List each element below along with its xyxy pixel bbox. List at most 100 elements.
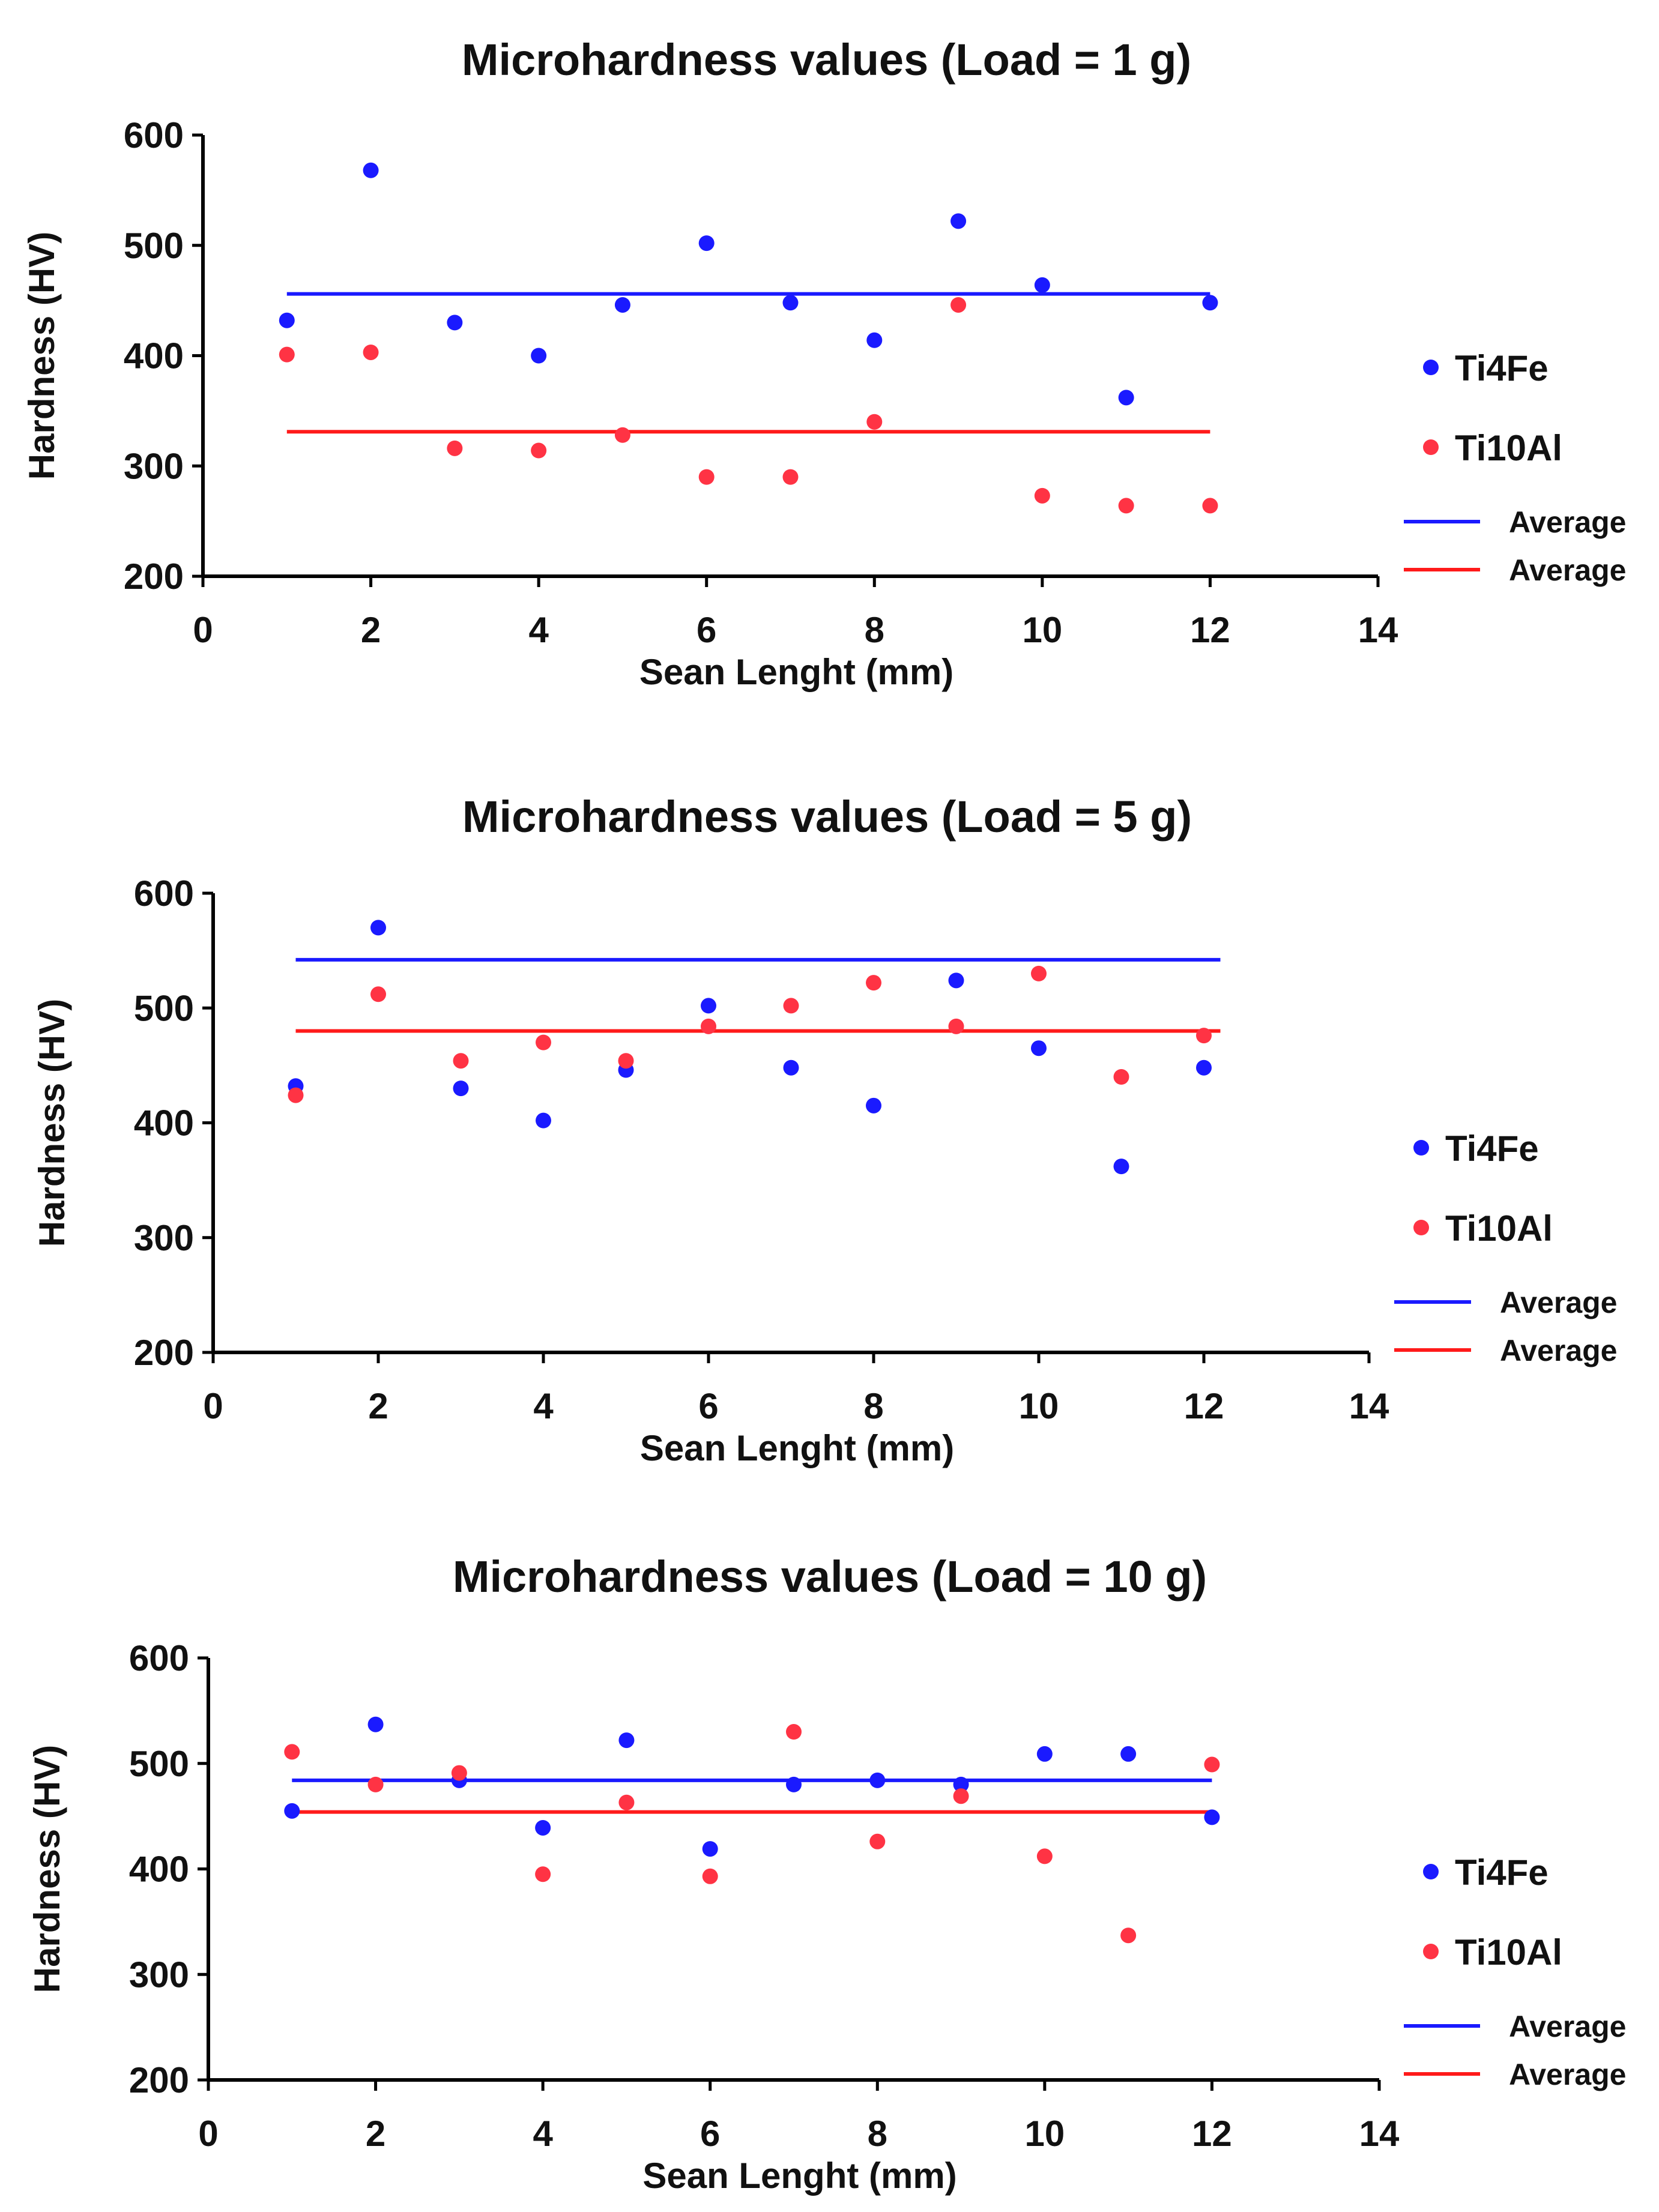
x-tick-label: 6 <box>700 2114 720 2154</box>
data-point-ti4fe <box>698 235 715 252</box>
data-point-ti4fe <box>536 1112 551 1129</box>
data-point-ti10al <box>447 440 463 456</box>
y-axis-label: Hardness (HV) <box>32 999 72 1247</box>
legend-label-ti4fe: Ti4Fe <box>1455 1852 1549 1893</box>
data-point-ti10al <box>701 1018 716 1034</box>
data-point-ti10al <box>363 344 379 360</box>
x-tick-label: 14 <box>1359 2114 1400 2154</box>
legend-label-average: Average <box>1500 1286 1617 1319</box>
data-point-ti4fe <box>535 1819 551 1836</box>
data-point-ti10al <box>531 442 547 459</box>
x-tick-label: 8 <box>868 2114 887 2154</box>
data-point-ti4fe <box>783 1059 799 1076</box>
legend-label-average: Average <box>1509 2058 1626 2091</box>
y-tick-label: 600 <box>129 1638 189 1678</box>
legend-label-ti10al: Ti10Al <box>1455 428 1562 468</box>
data-point-ti4fe <box>702 1841 718 1857</box>
data-point-ti10al <box>614 427 630 443</box>
data-point-ti10al <box>1202 498 1218 514</box>
y-tick-label: 500 <box>129 1744 189 1784</box>
chart-panel-1: Microhardness values (Load = 1 g) 200 300 4… <box>22 35 1626 692</box>
legend-label-average: Average <box>1509 553 1626 587</box>
data-point-ti10al <box>1034 487 1050 504</box>
data-point-ti4fe <box>1031 1040 1047 1056</box>
x-tick-label: 2 <box>366 2114 385 2154</box>
data-point-ti10al <box>536 1034 551 1050</box>
x-tick-label: 2 <box>368 1386 388 1426</box>
data-point-ti4fe <box>869 1772 886 1788</box>
data-point-ti10al <box>1204 1756 1220 1773</box>
data-point-ti4fe <box>284 1803 300 1819</box>
data-point-ti4fe <box>1204 1809 1220 1825</box>
data-point-ti4fe <box>1196 1059 1212 1076</box>
x-tick-label: 8 <box>863 1386 883 1426</box>
y-tick-label: 300 <box>134 1218 194 1258</box>
x-tick-label: 12 <box>1184 1386 1224 1426</box>
data-point-ti4fe <box>279 312 295 328</box>
data-point-ti4fe <box>618 1732 635 1749</box>
y-tick-label: 300 <box>129 1954 189 1995</box>
data-point-ti4fe <box>866 1097 881 1114</box>
data-point-ti10al <box>783 998 799 1014</box>
data-point-ti10al <box>698 469 715 485</box>
data-point-ti4fe <box>701 998 716 1014</box>
data-point-ti10al <box>1036 1848 1053 1864</box>
data-point-ti10al <box>1120 1927 1137 1944</box>
data-point-ti4fe <box>953 1776 969 1792</box>
data-point-ti10al <box>953 1788 969 1804</box>
data-point-ti10al <box>786 1724 802 1740</box>
legend-marker-ti10al <box>1423 439 1439 455</box>
y-tick-label: 200 <box>134 1333 194 1373</box>
x-tick-label: 14 <box>1358 610 1398 650</box>
legend-label-ti4fe: Ti4Fe <box>1445 1129 1539 1169</box>
data-point-ti4fe <box>1202 295 1218 311</box>
legend-marker-ti10al <box>1413 1220 1429 1235</box>
data-point-ti4fe <box>370 920 386 936</box>
x-axis-label: Sean Lenght (mm) <box>640 1428 954 1468</box>
chart-title: Microhardness values (Load = 5 g) <box>462 792 1192 842</box>
data-point-ti10al <box>367 1776 384 1792</box>
y-tick-label: 200 <box>124 556 184 597</box>
data-point-ti4fe <box>531 348 547 364</box>
data-point-ti4fe <box>363 162 379 178</box>
legend-label-ti4fe: Ti4Fe <box>1455 348 1549 388</box>
legend-marker-ti4fe <box>1423 1864 1439 1879</box>
data-point-ti10al <box>279 346 295 363</box>
x-tick-label: 10 <box>1022 610 1062 650</box>
data-point-ti4fe <box>1034 277 1050 293</box>
data-point-ti10al <box>702 1868 718 1884</box>
data-point-ti10al <box>284 1744 300 1760</box>
data-point-ti10al <box>370 986 386 1002</box>
chart-title: Microhardness values (Load = 1 g) <box>462 35 1191 85</box>
y-tick-label: 600 <box>134 873 194 914</box>
data-point-ti10al <box>948 1018 964 1034</box>
y-tick-label: 600 <box>124 115 184 155</box>
x-tick-label: 6 <box>697 610 716 650</box>
data-point-ti10al <box>453 1053 469 1069</box>
data-point-ti10al <box>451 1765 467 1781</box>
data-point-ti10al <box>1113 1069 1129 1085</box>
chart-panel-3: Microhardness values (Load = 10 g) 200 300… <box>27 1552 1626 2196</box>
data-point-ti10al <box>782 469 799 485</box>
data-point-ti4fe <box>1036 1746 1053 1762</box>
data-point-ti4fe <box>948 972 964 989</box>
x-axis-label: Sean Lenght (mm) <box>639 652 953 692</box>
x-tick-label: 2 <box>361 610 381 650</box>
data-point-ti4fe <box>367 1716 384 1732</box>
legend-marker-ti10al <box>1423 1944 1439 1959</box>
x-tick-label: 0 <box>193 610 213 650</box>
legend-marker-ti4fe <box>1423 360 1439 375</box>
data-point-ti4fe <box>614 297 630 313</box>
legend-marker-ti4fe <box>1413 1140 1429 1156</box>
legend-label-average: Average <box>1509 505 1626 539</box>
x-tick-label: 12 <box>1190 610 1230 650</box>
data-point-ti10al <box>950 297 967 313</box>
x-tick-label: 4 <box>533 2114 553 2154</box>
data-point-ti10al <box>618 1053 634 1069</box>
data-point-ti4fe <box>453 1080 469 1097</box>
y-tick-label: 500 <box>134 988 194 1028</box>
data-point-ti4fe <box>447 315 463 331</box>
x-tick-label: 0 <box>198 2114 218 2154</box>
data-point-ti4fe <box>1120 1746 1137 1762</box>
